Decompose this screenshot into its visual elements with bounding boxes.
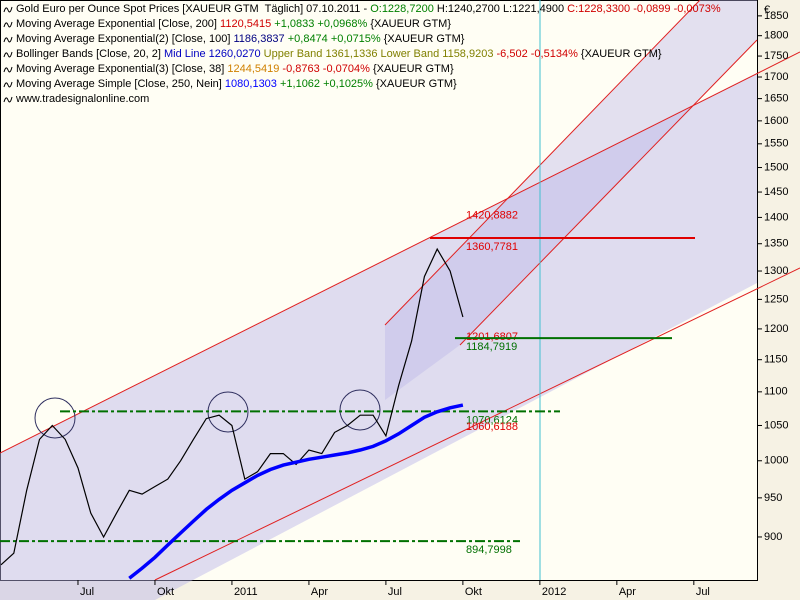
legend-icon: [3, 81, 13, 88]
legend-part: Moving Average Simple [Close, 250, Nein]: [16, 78, 225, 90]
plot-area: [0, 0, 758, 581]
legend-part: {XAUEUR GTM}: [578, 48, 662, 60]
legend-part: H:1240,2700 L:1221,4900: [434, 3, 567, 15]
legend-part: {XAUEUR GTM}: [367, 18, 451, 30]
series-line: [0, 247, 464, 566]
legend-part: 1186,3837: [233, 33, 284, 45]
legend-line: Bollinger Bands [Close, 20, 2] Mid Line …: [16, 48, 662, 60]
x-tick-label: Okt: [465, 586, 482, 598]
legend-part: {XAUEUR GTM}: [370, 63, 454, 75]
trend-line: [459, 39, 758, 346]
y-tick-label: 1300: [764, 265, 788, 277]
channel-fill: [385, 0, 757, 400]
legend-part: 1244,5419: [227, 63, 279, 75]
trend-line: [0, 51, 800, 454]
legend-line: Moving Average Exponential(3) [Close, 38…: [16, 63, 454, 75]
legend-part: 1120,5415: [220, 18, 271, 30]
y-tick-label: 1250: [764, 293, 788, 305]
series-line: [128, 403, 464, 580]
y-tick-label: 1500: [764, 161, 788, 173]
legend-part: O:1228,7200: [370, 3, 434, 15]
level-label: 1184,7919: [466, 341, 517, 353]
legend-icon: [3, 21, 13, 28]
highlight-circle: [339, 389, 381, 431]
level-label: 1201,6807: [466, 331, 518, 343]
x-tick-label: Jul: [388, 586, 402, 598]
legend-icon: [3, 6, 13, 13]
legend-part: +1,1062 +0,1025%: [277, 78, 373, 90]
x-tick-label: Okt: [157, 586, 174, 598]
level-label: 1360,7781: [466, 241, 518, 253]
y-tick-label: 1200: [764, 323, 788, 335]
level-label: 1420,8882: [466, 210, 518, 222]
y-tick-label: 1650: [764, 93, 788, 105]
legend-part: -0,8763 -0,0704%: [279, 63, 370, 75]
y-tick-label: 1450: [764, 186, 788, 198]
legend-part: Moving Average Exponential(3) [Close, 38…: [16, 63, 227, 75]
legend-part: Gold Euro per Ounce Spot Prices [XAUEUR …: [16, 3, 370, 15]
x-tick-label: 2012: [542, 586, 566, 598]
y-tick-label: 1800: [764, 30, 788, 42]
legend-part: Bollinger Bands [Close, 20, 2]: [16, 48, 164, 60]
legend-part: C:1228,3300 -0,0899 -0,0073%: [567, 3, 721, 15]
legend-part: +1,0833 +0,0968%: [271, 18, 367, 30]
legend-icon: [3, 36, 13, 43]
y-tick-label: 1750: [764, 50, 788, 62]
y-tick-label: 1700: [764, 71, 788, 83]
x-tick-label: Apr: [619, 586, 636, 598]
y-tick-label: 1100: [764, 386, 788, 398]
legend-part: Mid Line 1260,0270: [164, 48, 261, 60]
y-tick-label: 1600: [764, 115, 788, 127]
legend-part: Upper Band 1361,1336: [261, 48, 378, 60]
legend-line: www.tradesignalonline.com: [15, 93, 149, 105]
legend-part: www.tradesignalonline.com: [15, 93, 149, 105]
legend-part: +0,8474 +0,0715%: [285, 33, 381, 45]
trend-line: [384, 0, 701, 326]
y-tick-label: 1850: [764, 10, 788, 22]
y-unit: €: [764, 4, 770, 16]
legend-icon: [3, 51, 13, 58]
legend-part: -6,502 -0,5134%: [493, 48, 578, 60]
x-tick-label: Jul: [80, 586, 94, 598]
legend-part: Moving Average Exponential(2) [Close, 10…: [16, 33, 233, 45]
highlight-circle: [34, 397, 76, 439]
legend-line: Moving Average Exponential(2) [Close, 10…: [16, 33, 465, 45]
x-tick-label: Jul: [696, 586, 710, 598]
y-tick-label: 900: [764, 531, 782, 543]
legend-line: Moving Average Exponential [Close, 200] …: [16, 18, 451, 30]
legend-icon: [3, 66, 13, 73]
legend-line: Gold Euro per Ounce Spot Prices [XAUEUR …: [16, 3, 721, 15]
legend-part: 1080,1303: [225, 78, 277, 90]
legend-part: Moving Average Exponential [Close, 200]: [16, 18, 220, 30]
y-tick-label: 1000: [764, 455, 788, 467]
y-tick-label: 1050: [764, 419, 788, 431]
y-tick-label: 1150: [764, 354, 788, 366]
channel-fill: [0, 73, 757, 600]
y-tick-label: 1400: [764, 211, 788, 223]
x-tick-label: Apr: [311, 586, 328, 598]
y-tick-label: 1550: [764, 138, 788, 150]
legend-part: Lower Band 1158,9203: [377, 48, 493, 60]
x-tick-label: 2011: [234, 586, 258, 598]
legend-icon: [3, 96, 13, 103]
legend-part: {XAUEUR GTM}: [381, 33, 465, 45]
level-label: 894,7998: [466, 544, 512, 556]
level-label: 1060,6188: [466, 421, 518, 433]
trend-line: [154, 267, 800, 581]
legend-line: Moving Average Simple [Close, 250, Nein]…: [16, 78, 457, 90]
y-tick-label: 1350: [764, 238, 788, 250]
y-tick-label: 950: [764, 492, 782, 504]
level-label: 1070,6124: [466, 414, 518, 426]
legend-part: {XAUEUR GTM}: [373, 78, 457, 90]
